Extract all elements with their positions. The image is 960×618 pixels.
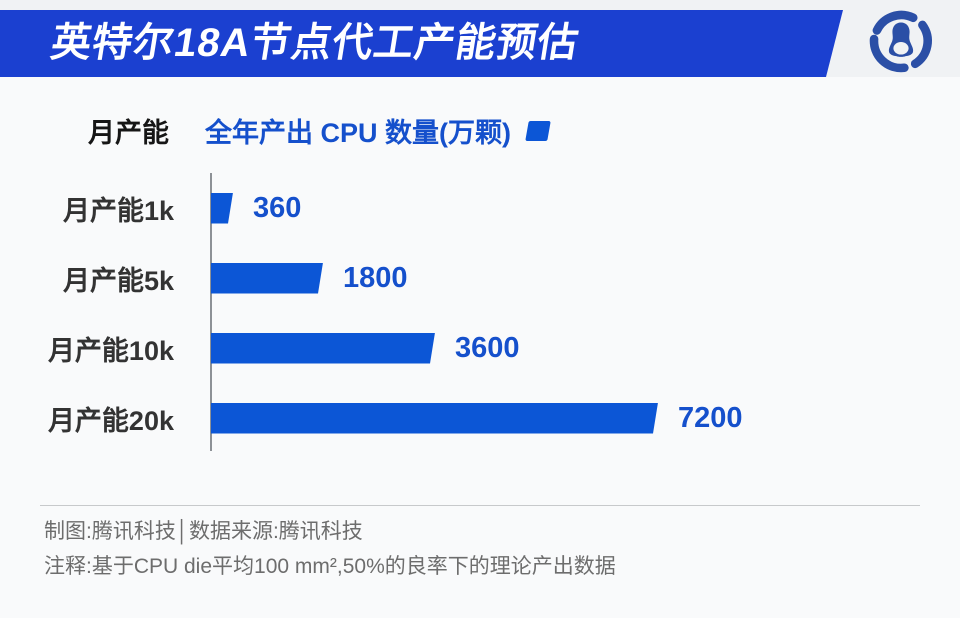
legend-category-label: 月产能 bbox=[88, 118, 169, 148]
bar-zone: 3600 bbox=[211, 332, 520, 365]
bar bbox=[211, 403, 658, 434]
legend-marker-icon bbox=[525, 120, 551, 141]
title-banner: 英特尔18A节点代工产能预估 bbox=[0, 10, 843, 77]
bar-chart: 月产能1k 360 月产能5k 1800 月产能10k 3600 bbox=[0, 173, 960, 453]
category-label: 月产能1k bbox=[62, 195, 174, 226]
category-label: 月产能20k bbox=[47, 405, 174, 436]
axis-line bbox=[210, 173, 212, 451]
value-label: 1800 bbox=[343, 261, 408, 294]
category-label: 月产能5k bbox=[62, 265, 174, 296]
value-label: 3600 bbox=[455, 331, 520, 364]
bar bbox=[211, 193, 233, 224]
page-title: 英特尔18A节点代工产能预估 bbox=[47, 21, 583, 65]
tencent-penguin-logo-icon bbox=[868, 8, 934, 74]
bar bbox=[211, 333, 435, 364]
chart-row: 月产能1k 360 bbox=[0, 173, 960, 243]
footer-credit: 制图:腾讯科技│数据来源:腾讯科技 bbox=[44, 520, 363, 543]
legend-series-label: 全年产出 CPU 数量(万颗) bbox=[205, 118, 511, 148]
value-label: 7200 bbox=[678, 401, 743, 434]
footer-divider bbox=[40, 505, 920, 506]
chart-row: 月产能10k 3600 bbox=[0, 313, 960, 383]
bar-zone: 1800 bbox=[211, 262, 408, 295]
chart-row: 月产能5k 1800 bbox=[0, 243, 960, 313]
chart-area: 月产能 全年产出 CPU 数量(万颗) 月产能1k 360 月产能5k 1800 bbox=[0, 77, 960, 618]
bar-zone: 360 bbox=[211, 192, 301, 225]
header: 英特尔18A节点代工产能预估 bbox=[0, 0, 960, 77]
category-label: 月产能10k bbox=[47, 335, 174, 366]
value-label: 360 bbox=[253, 191, 302, 224]
bar-zone: 7200 bbox=[211, 402, 743, 435]
chart-legend: 月产能 全年产出 CPU 数量(万颗) bbox=[88, 111, 551, 150]
chart-row: 月产能20k 7200 bbox=[0, 383, 960, 453]
bar bbox=[211, 263, 323, 294]
footer-note: 注释:基于CPU die平均100 mm²,50%的良率下的理论产出数据 bbox=[44, 555, 616, 578]
